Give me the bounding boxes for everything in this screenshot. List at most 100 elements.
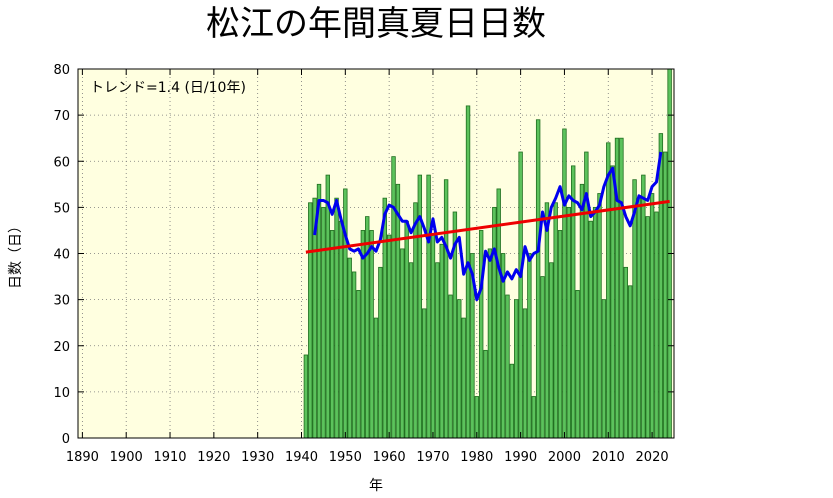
- trend-annotation: トレンド=1.4 (日/10年): [90, 80, 246, 96]
- y-axis: 0 10 20 30 40 50 60 70 80: [53, 63, 674, 447]
- bar: [478, 230, 484, 439]
- x-tick-label: 2000: [548, 450, 581, 465]
- bar: [505, 294, 510, 439]
- x-tick-label: 1920: [197, 450, 230, 465]
- bar: [492, 206, 497, 439]
- bar: [369, 230, 374, 439]
- x-tick-label: 1970: [416, 450, 449, 465]
- bar: [386, 234, 392, 439]
- bar: [562, 128, 567, 439]
- bar: [334, 197, 339, 439]
- bar: [465, 105, 471, 439]
- bar: [483, 349, 488, 439]
- x-tick-label: 1980: [460, 450, 493, 465]
- bar: [588, 220, 593, 439]
- bar: [303, 354, 309, 439]
- x-tick-label: 1940: [285, 450, 318, 465]
- bar: [347, 257, 352, 439]
- x-tick-label: 1890: [66, 450, 99, 465]
- y-tick-label: 50: [53, 201, 70, 216]
- bar: [571, 165, 576, 439]
- bar: [540, 276, 545, 439]
- bar: [356, 289, 361, 439]
- bar: [654, 211, 659, 439]
- bar: [663, 151, 668, 439]
- y-tick-label: 40: [53, 248, 70, 263]
- x-tick-label: 1900: [110, 450, 143, 465]
- y-tick-label: 30: [53, 294, 70, 309]
- bar: [338, 220, 344, 439]
- bar: [435, 262, 440, 439]
- bar: [351, 271, 357, 439]
- bar: [579, 183, 585, 439]
- bar: [610, 165, 615, 439]
- bar: [474, 396, 479, 439]
- bar: [404, 220, 409, 439]
- y-tick-label: 10: [53, 386, 70, 401]
- y-tick-label: 80: [53, 63, 70, 78]
- bar: [391, 156, 396, 439]
- y-axis-label: 日数（日）: [8, 219, 24, 289]
- bar: [395, 183, 401, 439]
- y-tick-label: 20: [53, 340, 70, 355]
- bar: [645, 216, 650, 439]
- x-axis-label: 年: [369, 478, 383, 494]
- bar: [457, 299, 462, 439]
- bar: [373, 317, 379, 439]
- bar-series: [303, 68, 672, 439]
- x-tick-label: 2020: [636, 450, 669, 465]
- bar: [417, 174, 423, 439]
- bar: [597, 193, 602, 439]
- trend-line: [305, 199, 670, 254]
- x-tick-label: 1950: [329, 450, 362, 465]
- bar: [518, 151, 523, 439]
- bar: [658, 133, 664, 439]
- bar: [522, 308, 528, 439]
- bar: [426, 174, 431, 439]
- bar: [566, 206, 572, 439]
- y-tick-label: 70: [53, 109, 70, 124]
- bar: [549, 262, 554, 439]
- x-tick-label: 2010: [592, 450, 625, 465]
- bar: [557, 230, 563, 439]
- chart-title: 松江の年間真夏日日数: [206, 4, 546, 44]
- x-tick-label: 1990: [504, 450, 537, 465]
- bar: [575, 289, 580, 439]
- moving-average-line: [313, 151, 663, 302]
- bar: [636, 197, 642, 439]
- bar: [514, 299, 519, 439]
- y-tick-label: 60: [53, 155, 70, 170]
- bar: [601, 299, 607, 439]
- bar: [308, 202, 313, 439]
- bar: [448, 294, 453, 439]
- bar: [509, 363, 515, 439]
- bar: [316, 183, 322, 439]
- bar: [553, 202, 558, 439]
- x-tick-label: 1960: [373, 450, 406, 465]
- x-axis: 1890 1900 1910 1920 1930 1940 1950 1960 1970 1980…: [66, 69, 669, 465]
- bar: [321, 206, 326, 439]
- bar: [360, 230, 366, 439]
- bar: [623, 266, 628, 439]
- x-tick-label: 1910: [153, 450, 186, 465]
- bar: [627, 285, 633, 439]
- bar: [544, 202, 550, 439]
- bar: [619, 137, 624, 439]
- bar: [430, 234, 436, 439]
- bar: [422, 308, 427, 439]
- bar: [527, 253, 532, 439]
- bar: [378, 266, 383, 439]
- bar: [439, 243, 444, 439]
- bar: [606, 142, 611, 439]
- bar: [400, 248, 405, 439]
- bar: [649, 193, 655, 439]
- bar: [592, 206, 598, 439]
- bar: [461, 317, 466, 439]
- bar: [443, 179, 449, 439]
- bar: [325, 174, 330, 439]
- bar: [487, 248, 493, 439]
- bar: [329, 230, 335, 439]
- y-tick-label: 0: [62, 432, 70, 447]
- bar: [535, 119, 541, 439]
